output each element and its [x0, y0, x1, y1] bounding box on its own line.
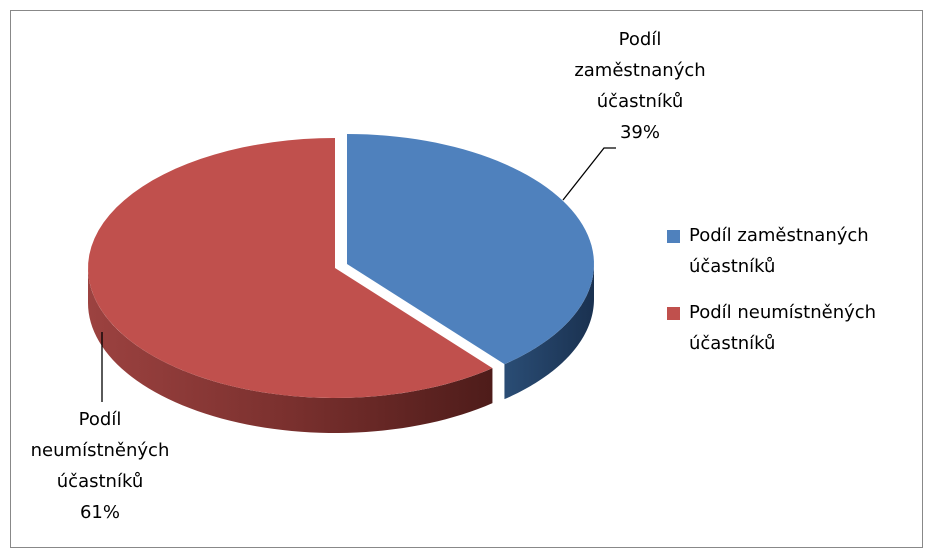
legend-swatch	[667, 230, 680, 243]
leader-line	[562, 147, 616, 201]
legend-label: Podíl zaměstnaných účastníků	[689, 225, 869, 277]
pie-slice	[347, 134, 594, 365]
data-label-value: 39%	[619, 122, 660, 143]
data-label-value: 61%	[79, 502, 120, 523]
data-label-name: Podíl neumístněných účastníků	[30, 409, 170, 492]
slice-side	[88, 268, 493, 433]
legend-item: Podíl zaměstnaných účastníků	[689, 220, 904, 282]
data-label-name: Podíl zaměstnaných účastníků	[574, 29, 706, 112]
data-label: Podíl zaměstnaných účastníků 39%	[555, 24, 725, 148]
data-label: Podíl neumístněných účastníků 61%	[15, 404, 185, 528]
legend-label: Podíl neumístněných účastníků	[689, 302, 877, 354]
legend-item: Podíl neumístněných účastníků	[689, 297, 904, 359]
slice-side	[504, 264, 594, 400]
pie-slice	[88, 138, 493, 398]
legend-swatch	[667, 307, 680, 320]
